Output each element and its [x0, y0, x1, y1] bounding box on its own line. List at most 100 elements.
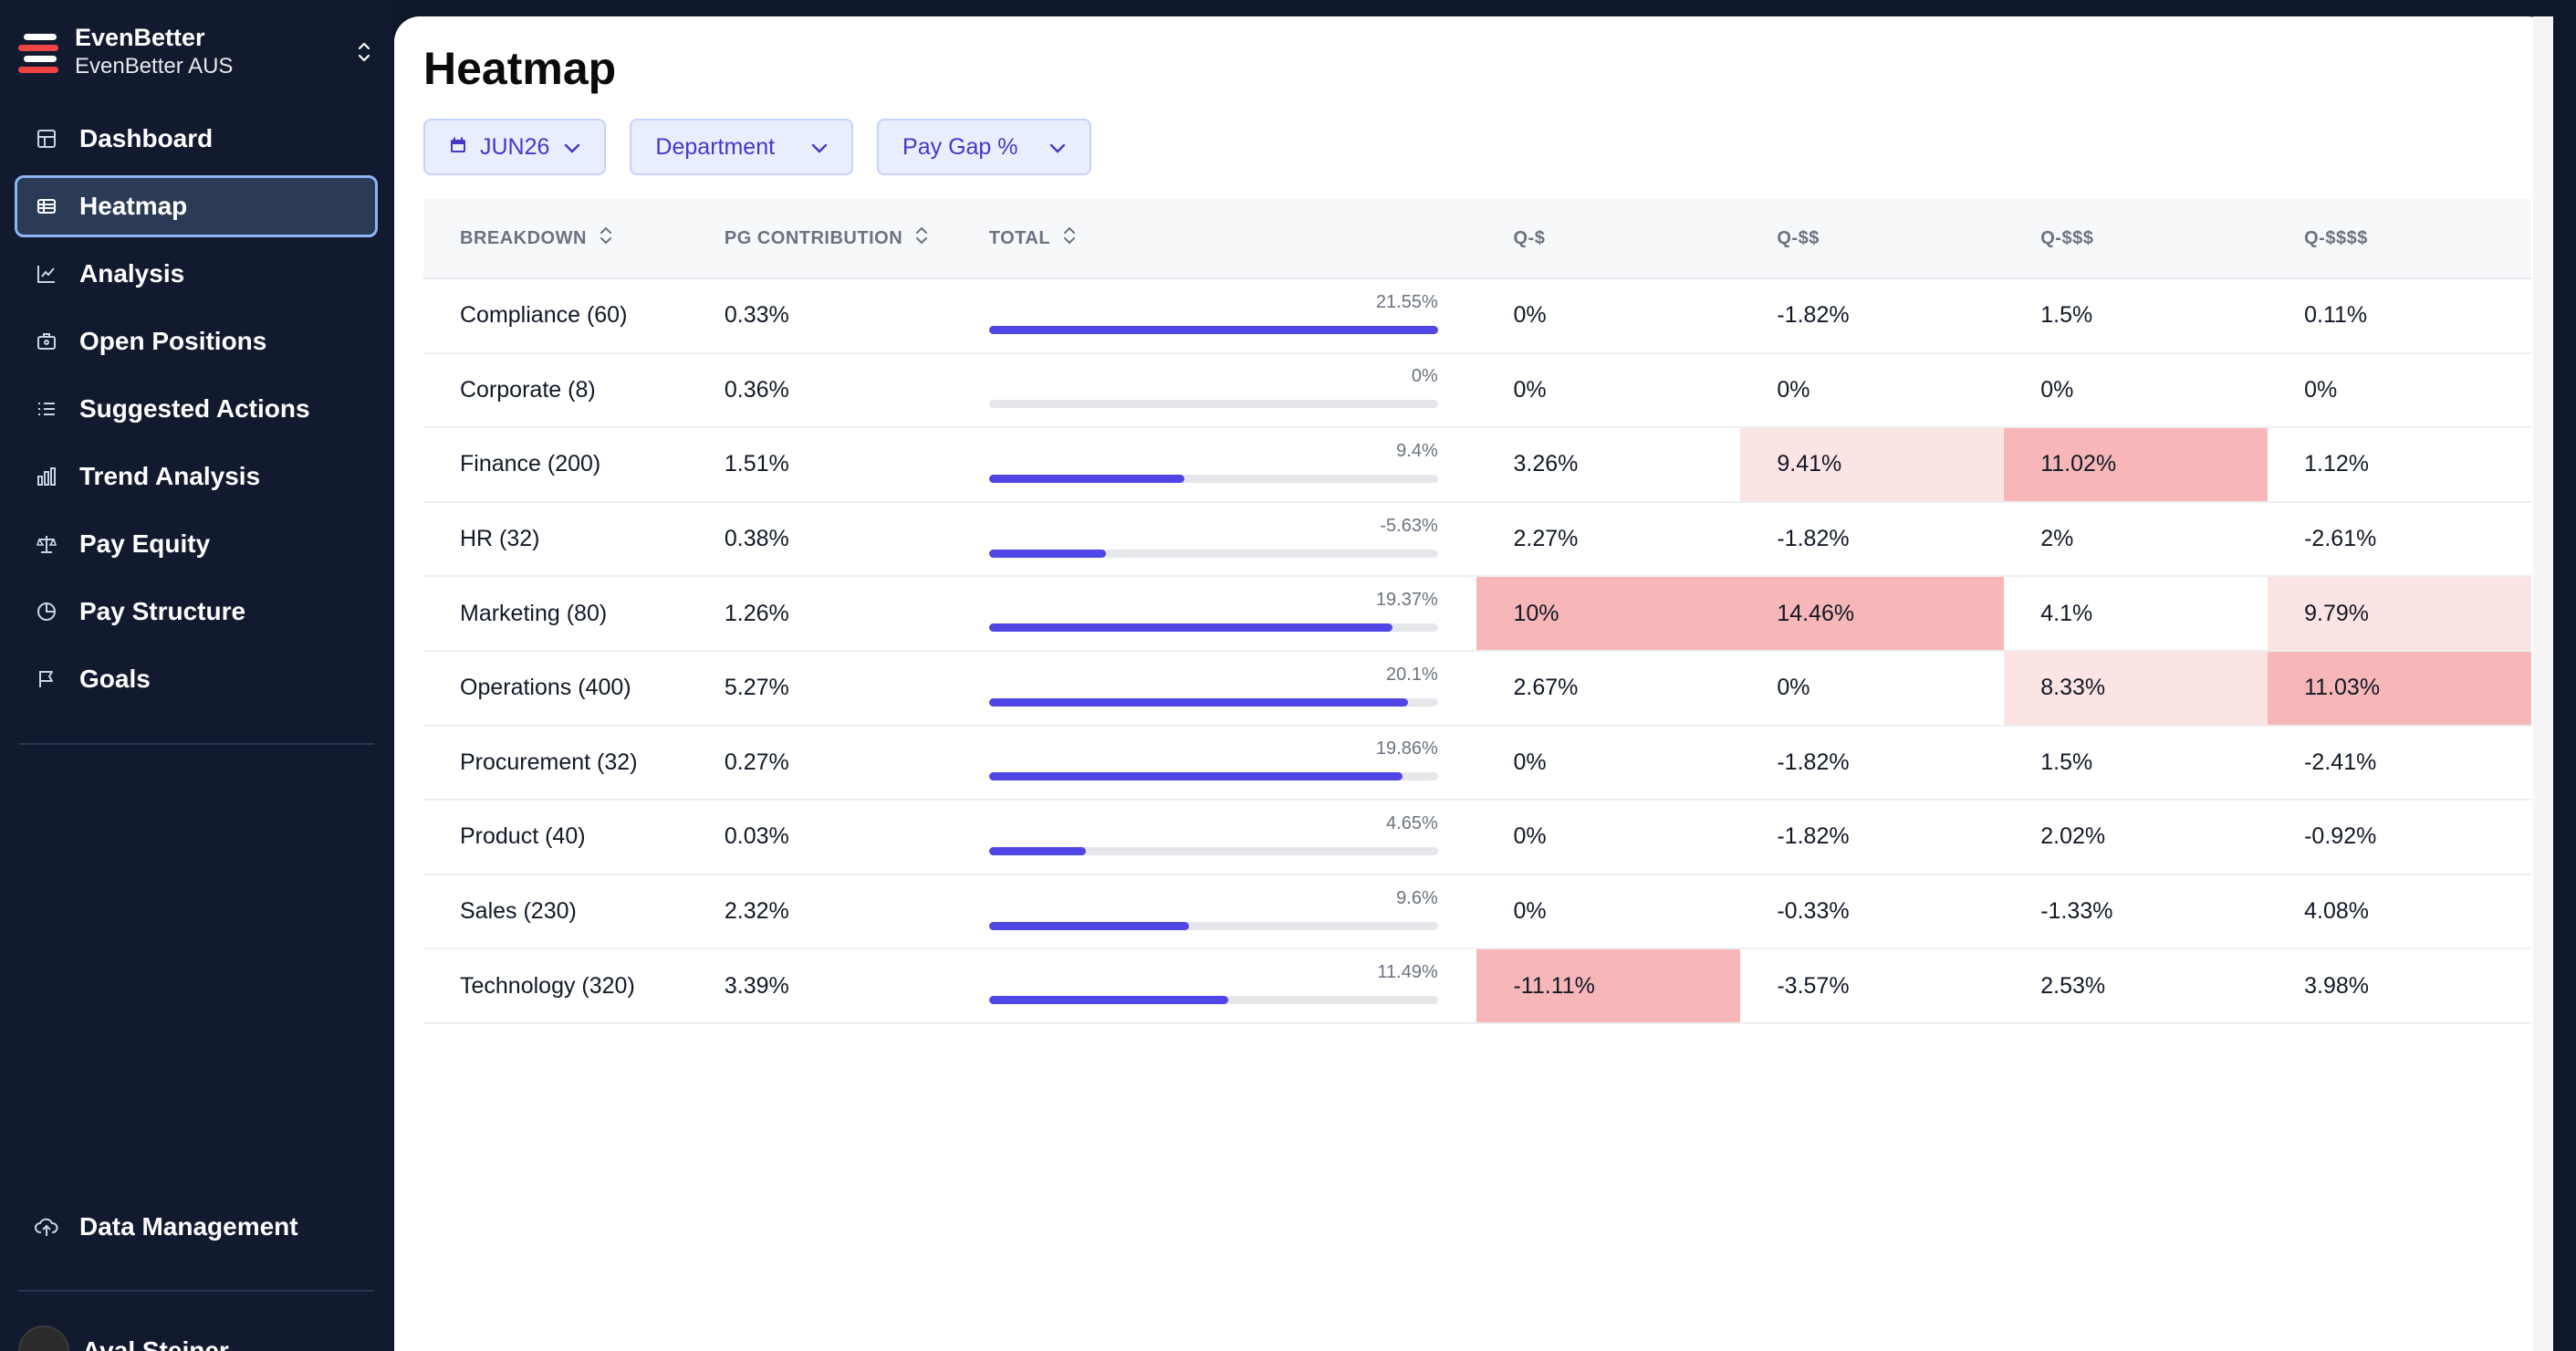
- quartile-cell: 0.11%: [2304, 302, 2368, 329]
- sidebar-item-data-management[interactable]: Data Management: [15, 1196, 378, 1258]
- quartile-cell: 8.33%: [2004, 651, 2268, 725]
- user-menu[interactable]: Aval Steiner: [18, 1325, 229, 1351]
- main-panel: Heatmap JUN26 Department Pay Gap %: [394, 16, 2553, 1351]
- table-row[interactable]: Finance (200) 1.51% 9.4% 3.26% 9.41% 11.02% 1.…: [423, 428, 2531, 503]
- group-select[interactable]: Department: [630, 119, 854, 175]
- sort-icon[interactable]: [915, 225, 928, 252]
- pg-contribution-cell: 0.33%: [724, 302, 789, 329]
- column-header-q2: Q-$$: [1777, 227, 1820, 248]
- column-header-total[interactable]: TOTAL: [953, 225, 1477, 252]
- sidebar-item-label: Heatmap: [79, 192, 188, 220]
- sort-icon[interactable]: [1063, 225, 1076, 252]
- sidebar-item-analysis[interactable]: Analysis: [15, 243, 378, 305]
- progress-track: [988, 400, 1438, 409]
- progress-fill: [988, 697, 1408, 707]
- quartile-cell: -2.41%: [2304, 749, 2377, 775]
- sidebar-item-pay-equity[interactable]: Pay Equity: [15, 513, 378, 575]
- breakdown-cell: Procurement (32): [460, 749, 638, 775]
- quartile-cell: 0%: [1513, 898, 1547, 925]
- progress-fill: [988, 996, 1228, 1005]
- quartile-cell: 4.1%: [2040, 600, 2093, 626]
- total-value: 11.49%: [1377, 962, 1438, 983]
- sidebar-item-label: Suggested Actions: [79, 394, 310, 423]
- pg-contribution-cell: 0.36%: [724, 376, 789, 403]
- breakdown-cell: Operations (400): [460, 675, 631, 701]
- progress-fill: [988, 325, 1438, 334]
- user-name: Aval Steiner: [82, 1336, 229, 1351]
- breakdown-cell: Corporate (8): [460, 376, 596, 403]
- table-row[interactable]: Technology (320) 3.39% 11.49% -11.11% -3.57%…: [423, 949, 2531, 1024]
- total-bar: -5.63%: [988, 512, 1438, 567]
- column-header-breakdown[interactable]: BREAKDOWN: [423, 225, 688, 252]
- chevron-up-down-icon[interactable]: [350, 34, 378, 70]
- progress-fill: [988, 549, 1107, 558]
- table-row[interactable]: Corporate (8) 0.36% 0% 0% 0% 0% 0%: [423, 354, 2531, 429]
- pie-icon: [34, 599, 59, 624]
- total-cell: 0%: [953, 354, 1477, 427]
- sidebar-item-label: Trend Analysis: [79, 462, 261, 490]
- column-header-q4: Q-$$$$: [2304, 227, 2368, 248]
- total-value: 21.55%: [1375, 291, 1438, 312]
- sidebar-item-label: Goals: [79, 665, 151, 693]
- briefcase-icon: [34, 329, 59, 354]
- sidebar-item-label: Data Management: [79, 1212, 298, 1241]
- org-switcher[interactable]: EvenBetter EvenBetter AUS: [16, 20, 378, 84]
- calendar-icon: [449, 134, 467, 161]
- sidebar-item-pay-structure[interactable]: Pay Structure: [15, 581, 378, 643]
- total-bar: 19.37%: [988, 586, 1438, 641]
- total-value: 0%: [1411, 366, 1438, 387]
- total-value: 19.86%: [1375, 738, 1438, 759]
- sidebar-item-open-positions[interactable]: Open Positions: [15, 310, 378, 372]
- pg-contribution-cell: 1.26%: [724, 600, 789, 626]
- quartile-cell: 2.02%: [2040, 823, 2106, 850]
- quartile-cell: 0%: [1777, 376, 1810, 403]
- column-header-pg-contribution[interactable]: PG CONTRIBUTION: [688, 225, 953, 252]
- quartile-cell: 1.12%: [2304, 451, 2369, 477]
- total-cell: 19.37%: [953, 577, 1477, 650]
- pg-contribution-cell: 0.38%: [724, 526, 789, 552]
- progress-fill: [988, 921, 1189, 930]
- group-select-value: Department: [655, 133, 776, 160]
- table-row[interactable]: Product (40) 0.03% 4.65% 0% -1.82% 2.02% -0.92…: [423, 801, 2531, 875]
- sort-icon[interactable]: [600, 225, 612, 252]
- breakdown-cell: HR (32): [460, 526, 540, 552]
- total-bar: 21.55%: [988, 288, 1438, 343]
- chevron-down-icon: [811, 134, 828, 161]
- total-bar: 9.4%: [988, 437, 1438, 492]
- progress-track: [988, 325, 1438, 334]
- sidebar: EvenBetter EvenBetter AUS Dashboard Heat…: [0, 0, 392, 1351]
- sidebar-item-trend-analysis[interactable]: Trend Analysis: [15, 445, 378, 508]
- table-row[interactable]: Procurement (32) 0.27% 19.86% 0% -1.82% 1.5% -…: [423, 727, 2531, 801]
- sidebar-item-suggested-actions[interactable]: Suggested Actions: [15, 378, 378, 440]
- quartile-cell: 2.53%: [2040, 972, 2106, 999]
- sidebar-nav: Dashboard Heatmap Analysis Open Position…: [15, 108, 378, 716]
- quartile-cell: 0%: [1513, 749, 1547, 775]
- quartile-cell: 11.03%: [2268, 651, 2531, 725]
- quartile-cell: 0%: [1777, 675, 1810, 701]
- scrollbar[interactable]: [2533, 16, 2553, 1351]
- page-title: Heatmap: [423, 43, 617, 94]
- breakdown-cell: Finance (200): [460, 451, 601, 477]
- table-row[interactable]: Compliance (60) 0.33% 21.55% 0% -1.82% 1.5% 0.…: [423, 279, 2531, 354]
- total-cell: 11.49%: [953, 949, 1477, 1022]
- pg-contribution-cell: 0.03%: [724, 823, 789, 850]
- progress-fill: [988, 772, 1403, 781]
- sidebar-item-goals[interactable]: Goals: [15, 648, 378, 710]
- metric-select[interactable]: Pay Gap %: [877, 119, 1091, 175]
- table-row[interactable]: Sales (230) 2.32% 9.6% 0% -0.33% -1.33% 4.08%: [423, 875, 2531, 950]
- total-cell: 20.1%: [953, 652, 1477, 725]
- table-row[interactable]: Operations (400) 5.27% 20.1% 2.67% 0% 8.33% 11…: [423, 651, 2531, 727]
- period-select[interactable]: JUN26: [423, 119, 607, 175]
- quartile-cell: 0%: [1513, 302, 1547, 329]
- sidebar-item-label: Dashboard: [79, 124, 214, 152]
- table-row[interactable]: Marketing (80) 1.26% 19.37% 10% 14.46% 4.1% 9.…: [423, 577, 2531, 652]
- column-header-q3: Q-$$$: [2040, 227, 2094, 248]
- sidebar-item-heatmap[interactable]: Heatmap: [15, 175, 378, 237]
- heatmap-icon: [34, 194, 59, 219]
- sidebar-item-dashboard[interactable]: Dashboard: [15, 108, 378, 170]
- quartile-cell: -1.82%: [1777, 302, 1850, 329]
- total-bar: 9.6%: [988, 885, 1438, 939]
- dashboard-icon: [34, 126, 59, 152]
- table-row[interactable]: HR (32) 0.38% -5.63% 2.27% -1.82% 2% -2.61%: [423, 503, 2531, 578]
- quartile-cell: -3.57%: [1777, 972, 1850, 999]
